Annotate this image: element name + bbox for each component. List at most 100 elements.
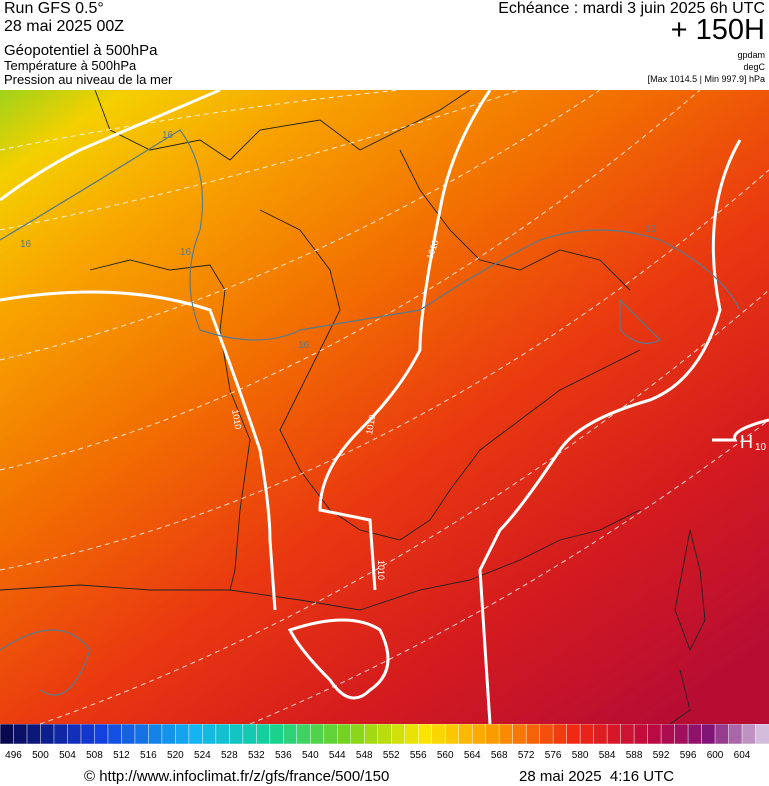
color-swatch	[471, 724, 487, 745]
colorbar-label: 556	[410, 750, 427, 761]
colorbar-label: 516	[140, 750, 157, 761]
color-swatch	[40, 724, 55, 745]
color-swatch	[552, 724, 568, 745]
color-swatch	[107, 724, 123, 745]
coastlines	[0, 90, 706, 724]
color-swatch	[633, 724, 649, 745]
color-swatch	[539, 724, 554, 745]
isotherms	[0, 129, 741, 696]
color-swatch	[242, 724, 258, 745]
color-swatch	[674, 724, 689, 745]
color-swatch	[350, 724, 366, 745]
isotherm-label: 16	[645, 224, 657, 235]
color-swatch	[498, 724, 514, 745]
colorbar-label: 572	[518, 750, 535, 761]
color-swatch	[188, 724, 204, 745]
color-swatch	[296, 724, 312, 745]
isotherm-label: 16	[162, 130, 174, 141]
color-swatch	[485, 724, 500, 745]
header-text: Géopotentiel à 500hPa	[4, 42, 158, 59]
colorbar-label: 604	[734, 750, 751, 761]
color-swatch	[80, 724, 96, 745]
colorbar-label: 496	[5, 750, 22, 761]
colorbar: 496 500 504 508 512 516 520 524 528 532 536 540 544 5…	[0, 724, 769, 761]
colorbar-label: 536	[275, 750, 292, 761]
color-swatch	[687, 724, 703, 745]
header-text: Run GFS 0.5°	[4, 0, 104, 17]
colorbar-label: 576	[545, 750, 562, 761]
header-text: 28 mai 2025 00Z	[4, 18, 125, 35]
colorbar-label: 600	[707, 750, 724, 761]
color-swatch	[741, 724, 757, 745]
isotherm-label: 16	[20, 239, 32, 250]
color-swatch	[364, 724, 379, 745]
color-swatch	[323, 724, 339, 745]
color-swatch	[444, 724, 460, 745]
isobar-label: 1010	[364, 414, 377, 435]
isotherm-label: 16	[298, 340, 310, 351]
color-swatch	[728, 724, 743, 745]
header-text: Pression au niveau de la mer	[4, 72, 173, 87]
colorbar-label: 580	[572, 750, 589, 761]
color-swatch	[606, 724, 622, 745]
color-swatch	[714, 724, 730, 745]
colorbar-label: 528	[221, 750, 238, 761]
colorbar-label: 564	[464, 750, 481, 761]
color-swatch	[310, 724, 325, 745]
color-swatch	[67, 724, 82, 745]
color-swatch	[148, 724, 163, 745]
color-swatch	[94, 724, 109, 745]
color-swatch	[417, 724, 433, 745]
color-swatch	[53, 724, 69, 745]
color-swatch	[202, 724, 217, 745]
color-swatch	[431, 724, 446, 745]
color-swatch	[229, 724, 244, 745]
colorbar-label: 512	[113, 750, 130, 761]
footer-date: 28 mai 2025 4:16 UTC	[519, 768, 675, 785]
isobar-label: 1010	[376, 560, 386, 580]
colorbar-label: 500	[32, 750, 49, 761]
colorbar-label: 548	[356, 750, 373, 761]
color-swatch	[593, 724, 608, 745]
color-swatch	[660, 724, 676, 745]
color-swatch	[256, 724, 271, 745]
temperature-field	[0, 90, 769, 724]
colorbar-label: 560	[437, 750, 454, 761]
isobars	[0, 90, 769, 724]
colorbar-label: 592	[653, 750, 670, 761]
run-title: Echéance : mardi 3 juin 2025 6h UTC	[498, 0, 765, 17]
color-swatch	[0, 724, 15, 745]
isobar-label: 1010	[230, 409, 243, 430]
color-swatch	[512, 724, 527, 745]
color-swatch	[755, 724, 769, 745]
colorbar-label: 520	[167, 750, 184, 761]
footer-source: © http://www.infoclimat.fr/z/gfs/france/…	[84, 768, 390, 785]
color-swatch	[215, 724, 231, 745]
color-swatch	[377, 724, 392, 745]
colorbar-label: 540	[302, 750, 319, 761]
isotherm-label: 16	[180, 247, 192, 258]
color-swatch	[283, 724, 298, 745]
color-swatch	[525, 724, 541, 745]
colorbar-label: 544	[329, 750, 346, 761]
color-swatch	[566, 724, 581, 745]
color-swatch	[134, 724, 150, 745]
lead-time: + 150H	[670, 14, 765, 46]
color-swatch	[404, 724, 419, 745]
header-text: Température à 500hPa	[4, 58, 137, 73]
color-swatch	[458, 724, 473, 745]
color-swatch	[390, 724, 406, 745]
colorbar-label: 552	[383, 750, 400, 761]
color-swatch	[647, 724, 662, 745]
color-swatch	[701, 724, 716, 745]
geopotential-contours	[0, 90, 769, 724]
color-swatch	[121, 724, 136, 745]
color-swatch	[579, 724, 595, 745]
colorbar-label: 532	[248, 750, 265, 761]
colorbar-label: 596	[680, 750, 697, 761]
unit: gpdam	[737, 50, 765, 60]
unit: degC	[743, 62, 765, 72]
colorbar-label: 524	[194, 750, 211, 761]
colorbar-label: 504	[59, 750, 76, 761]
color-swatch	[620, 724, 635, 745]
